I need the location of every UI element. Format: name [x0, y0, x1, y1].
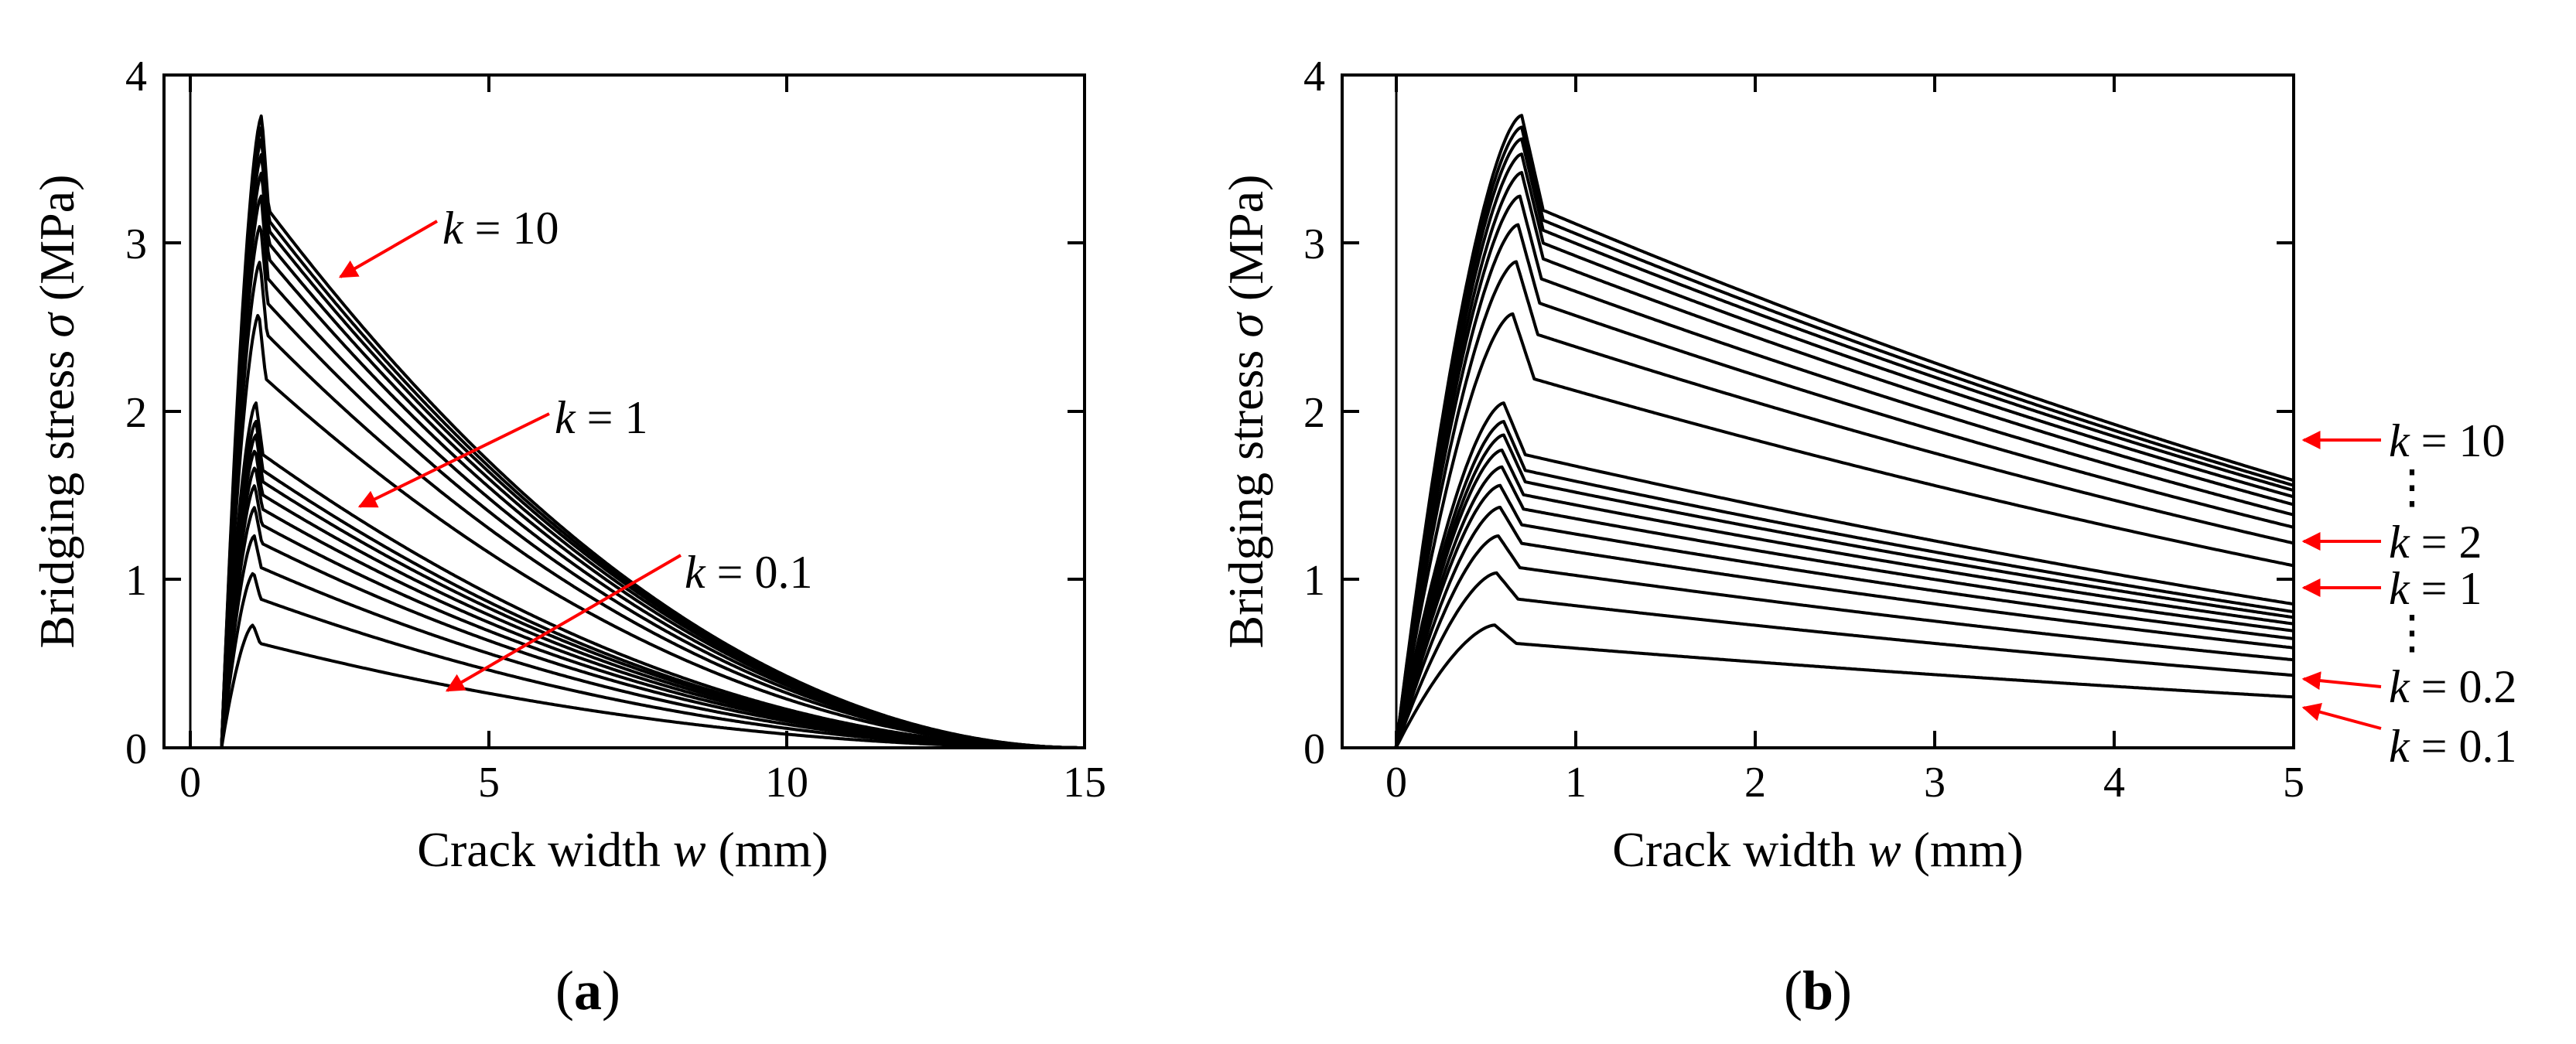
- annotation-label: k = 1: [555, 392, 647, 443]
- y-tick-label: 2: [1303, 389, 1325, 437]
- x-tick-label: 0: [179, 759, 201, 807]
- y-tick-label: 4: [1303, 53, 1325, 101]
- series-line-k-9: [220, 126, 1085, 748]
- y-tick-label: 2: [125, 389, 147, 437]
- panel-label-b: (b): [1784, 960, 1852, 1022]
- series-line-k-0_7: [1394, 449, 2294, 748]
- x-tick-label: 1: [1565, 759, 1587, 807]
- annotation-label: k = 0.1: [685, 547, 812, 598]
- y-tick-label: 3: [1303, 220, 1325, 268]
- annotation-label: k = 0.2: [2389, 661, 2516, 712]
- x-tick-label: 15: [1063, 759, 1106, 807]
- series-line-k-2: [1394, 312, 2294, 748]
- annotations-a: k = 10 k = 1 k = 0.1: [338, 203, 812, 692]
- y-ticks-b: [1342, 241, 2294, 581]
- series-line-k-8: [1394, 137, 2294, 748]
- series-line-k-0_9: [1394, 420, 2294, 748]
- annotation-arrow: [2301, 703, 2382, 730]
- plot-frame-b: [1341, 73, 2295, 749]
- x-tick-label: 5: [478, 759, 500, 807]
- series-line-k-4: [1394, 223, 2294, 748]
- x-tick-label: 10: [765, 759, 808, 807]
- series-line-k-5: [1394, 194, 2294, 748]
- curves-a: [220, 114, 1085, 748]
- curves-b: [1394, 114, 2294, 748]
- annotation-label: k = 1: [2389, 563, 2482, 614]
- series-line-k-6: [220, 172, 1085, 748]
- series-line-k-0_4: [220, 506, 1085, 748]
- y-axis-title-a: Bridging stress σ (MPa): [29, 175, 84, 649]
- series-line-k-9: [1394, 125, 2294, 748]
- series-line-k-0_2: [1394, 571, 2294, 748]
- series-line-k-1: [220, 401, 1085, 748]
- annotation-arrow: [445, 554, 682, 692]
- annotation-arrow: [357, 412, 550, 508]
- annotation-arrow: [2301, 671, 2382, 691]
- annotation-arrow: [338, 220, 438, 278]
- x-tick-label: 4: [2103, 759, 2125, 807]
- annotation-ellipsis: ⋮: [2389, 607, 2435, 658]
- y-tick-labels-a: 0 1 2 3 4: [125, 53, 147, 773]
- annotation-label: k = 0.1: [2389, 721, 2516, 772]
- series-line-k-0_4: [1394, 506, 2294, 748]
- series-line-k-0_1: [1394, 623, 2294, 748]
- annotation-ellipsis: ⋮: [2389, 462, 2435, 513]
- series-line-k-0_3: [220, 534, 1085, 748]
- series-line-k-0_8: [220, 433, 1085, 748]
- y-tick-label: 4: [125, 53, 147, 101]
- annotation-label: k = 10: [2389, 415, 2505, 466]
- y-tick-label: 0: [1303, 725, 1325, 773]
- y-tick-label: 0: [125, 725, 147, 773]
- annotations-b: k = 10 ⋮ k = 2 k = 1 ⋮ k = 0.2 k = 0.1: [2301, 415, 2516, 772]
- annotation-label: k = 10: [442, 203, 559, 254]
- x-tick-labels-b: 0 1 2 3 4 5: [1385, 759, 2304, 807]
- series-line-k-6: [1394, 171, 2294, 748]
- series-line-k-10: [1394, 114, 2294, 748]
- y-ticks-a: [164, 241, 1085, 581]
- series-line-k-8: [220, 138, 1085, 748]
- annotation-label: k = 2: [2389, 517, 2482, 568]
- y-axis-title-b: Bridging stress σ (MPa): [1218, 175, 1273, 649]
- panel-a: 0 5 10 15 0 1 2 3 4 Crack width w (mm) B…: [29, 53, 1106, 1022]
- series-line-k-10: [220, 114, 1085, 748]
- series-line-k-0_6: [1394, 465, 2294, 748]
- series-line-k-4: [220, 225, 1085, 748]
- series-line-k-3: [1394, 260, 2294, 748]
- y-tick-label: 1: [1303, 557, 1325, 605]
- x-axis-title-a: Crack width w (mm): [417, 822, 828, 877]
- x-tick-labels-a: 0 5 10 15: [179, 759, 1106, 807]
- x-tick-label: 5: [2283, 759, 2304, 807]
- x-tick-label: 0: [1385, 759, 1407, 807]
- series-line-k-0_3: [1394, 534, 2294, 748]
- x-tick-label: 3: [1924, 759, 1946, 807]
- y-tick-label: 3: [125, 220, 147, 268]
- x-axis-title-b: Crack width w (mm): [1612, 822, 2023, 877]
- y-tick-labels-b: 0 1 2 3 4: [1303, 53, 1325, 773]
- panel-b: 0 1 2 3 4 5 0 1 2 3 4 Crack width w (mm)…: [1218, 53, 2516, 1022]
- panel-label-a: (a): [555, 960, 620, 1022]
- x-tick-label: 2: [1744, 759, 1766, 807]
- series-line-k-1: [1394, 401, 2294, 748]
- series-line-k-7: [1394, 152, 2294, 748]
- series-line-k-0_8: [1394, 433, 2294, 748]
- y-tick-label: 1: [125, 557, 147, 605]
- series-line-k-0_5: [1394, 483, 2294, 748]
